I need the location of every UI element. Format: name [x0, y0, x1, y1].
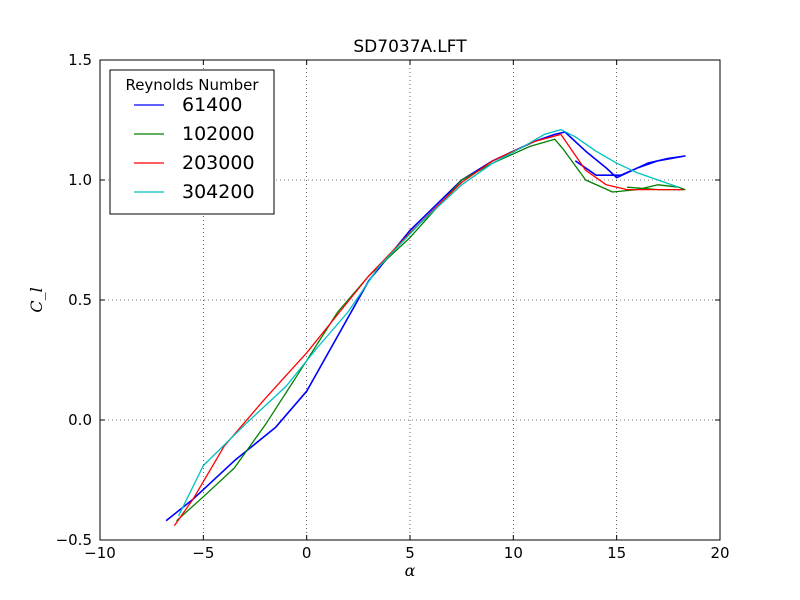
legend-title: Reynolds Number	[125, 76, 259, 94]
y-tick-label: 1.5	[68, 51, 92, 69]
y-tick-label: 1.0	[68, 171, 92, 189]
series-line-61400	[165, 131, 686, 522]
legend-entry-label: 203000	[182, 152, 255, 174]
y-tick-label: 0.0	[68, 411, 92, 429]
x-tick-label: 20	[710, 544, 729, 562]
legend: Reynolds Number 61400 102000 203000 304200	[109, 69, 275, 215]
x-tick-label: −5	[192, 544, 214, 562]
series-line-304200	[177, 128, 679, 517]
y-tick-label: −0.5	[56, 531, 92, 549]
x-tick-label: 10	[504, 544, 523, 562]
ticks: −10 −5 0 5 10 15 20 −0.5 0.0 0.5 1.0 1.5	[56, 51, 730, 562]
series-line-102000	[176, 138, 686, 522]
x-tick-label: −10	[84, 544, 116, 562]
legend-entry-label: 61400	[182, 94, 242, 116]
x-axis-label: α	[405, 561, 416, 580]
y-tick-label: 0.5	[68, 291, 92, 309]
x-tick-label: 15	[607, 544, 626, 562]
legend-box	[109, 69, 275, 215]
legend-entry-label: 102000	[182, 123, 255, 145]
y-axis-label: C_l	[27, 287, 46, 312]
chart-title: SD7037A.LFT	[353, 37, 467, 57]
series-layer	[165, 128, 686, 526]
series-line-203000	[173, 133, 683, 526]
x-tick-label: 5	[405, 544, 415, 562]
x-tick-label: 0	[302, 544, 312, 562]
legend-entry-label: 304200	[182, 181, 255, 203]
